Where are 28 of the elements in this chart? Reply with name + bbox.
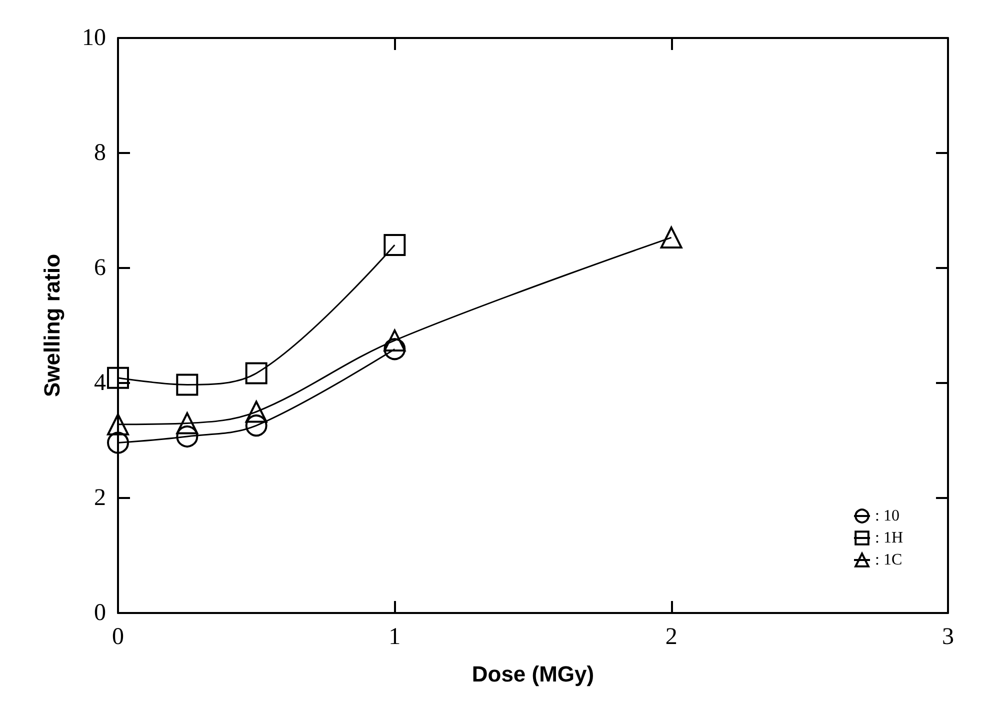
point (107, 366, 129, 389)
legend-label: : 1C (875, 552, 902, 568)
point (384, 234, 406, 256)
point (245, 414, 268, 437)
point (384, 329, 406, 352)
x-tick-label: 0 (112, 624, 124, 650)
x-tick-label: 1 (388, 624, 401, 650)
point (660, 226, 682, 249)
y-tick-label: 8 (94, 140, 106, 166)
point (176, 412, 198, 434)
x-axis-title: Dose (MGy) (472, 662, 594, 686)
legend-label: : 1H (875, 530, 904, 546)
point (384, 338, 406, 360)
point (107, 432, 129, 454)
y-tick-label: 10 (82, 25, 106, 51)
y-tick-label: 4 (94, 370, 106, 396)
legend-label: : 10 (875, 508, 900, 524)
y-tick-label: 6 (94, 255, 106, 281)
point (176, 374, 198, 396)
point (245, 362, 268, 384)
y-tick-label: 0 (94, 600, 106, 626)
y-tick-label: 2 (94, 485, 106, 511)
x-tick-label: 2 (665, 624, 678, 650)
point (176, 425, 198, 448)
y-axis-title: Swelling ratio (40, 254, 64, 398)
point (245, 400, 268, 423)
x-tick-label: 3 (942, 624, 954, 650)
point (107, 413, 129, 436)
